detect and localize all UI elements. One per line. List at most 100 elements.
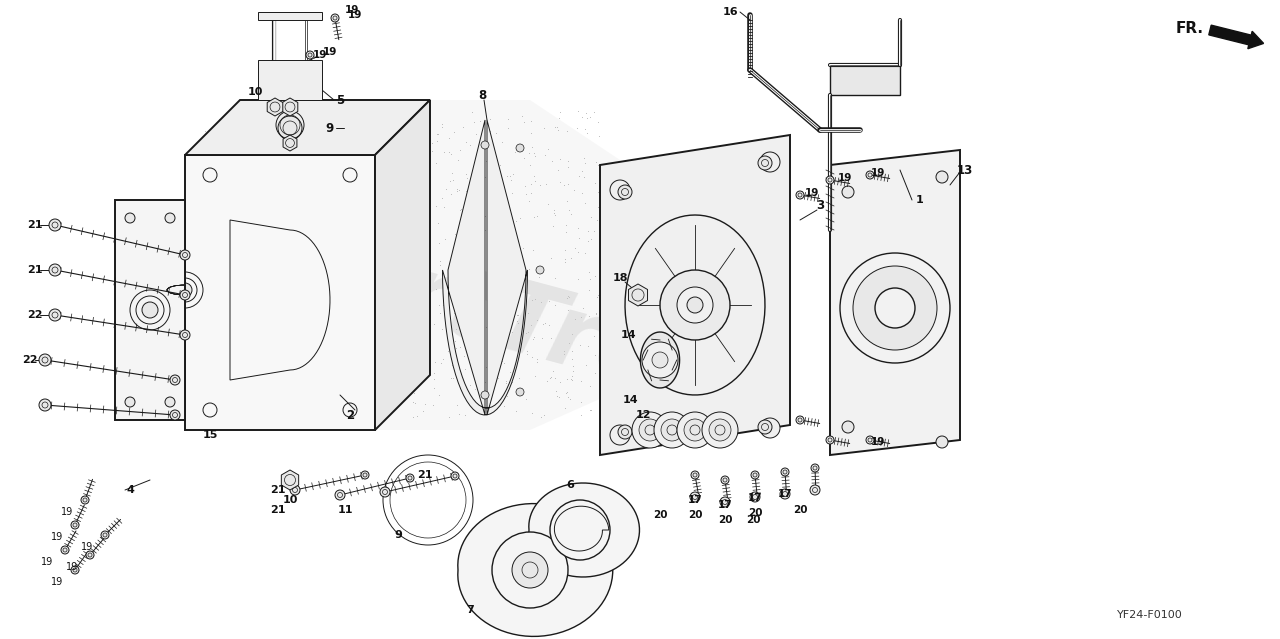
Circle shape — [867, 436, 874, 444]
Text: 19: 19 — [81, 542, 93, 552]
Circle shape — [643, 342, 678, 378]
Text: 17: 17 — [718, 500, 732, 510]
Text: 20: 20 — [687, 510, 703, 520]
Circle shape — [618, 185, 632, 199]
Text: 18: 18 — [612, 273, 627, 283]
Circle shape — [677, 412, 713, 448]
Circle shape — [632, 412, 668, 448]
Text: 19: 19 — [41, 557, 54, 567]
Text: 17: 17 — [748, 493, 763, 503]
Polygon shape — [554, 506, 609, 551]
Circle shape — [165, 213, 175, 223]
Circle shape — [481, 391, 489, 399]
Circle shape — [49, 309, 61, 321]
Text: 1: 1 — [916, 195, 924, 205]
Circle shape — [38, 354, 51, 366]
Text: 12: 12 — [635, 410, 650, 420]
Text: 20: 20 — [792, 505, 808, 515]
Circle shape — [690, 492, 700, 502]
Circle shape — [760, 418, 780, 438]
Text: 19: 19 — [65, 562, 78, 572]
Circle shape — [812, 464, 819, 472]
Text: 19: 19 — [805, 188, 819, 198]
Circle shape — [343, 168, 357, 182]
Polygon shape — [443, 120, 527, 415]
Text: 14: 14 — [621, 330, 636, 340]
Circle shape — [361, 471, 369, 479]
Text: 22: 22 — [22, 355, 37, 365]
Text: 5: 5 — [335, 93, 344, 107]
Text: 19: 19 — [870, 437, 886, 447]
Circle shape — [796, 416, 804, 424]
Polygon shape — [628, 284, 648, 306]
Circle shape — [660, 419, 684, 441]
Circle shape — [170, 410, 180, 420]
Circle shape — [721, 476, 730, 484]
Text: 7: 7 — [466, 605, 474, 615]
Polygon shape — [186, 100, 430, 155]
Circle shape — [842, 186, 854, 198]
Text: 16: 16 — [722, 7, 737, 17]
Polygon shape — [640, 332, 680, 388]
Circle shape — [936, 171, 948, 183]
Circle shape — [49, 219, 61, 231]
Circle shape — [709, 419, 731, 441]
Circle shape — [332, 14, 339, 22]
Text: 20: 20 — [718, 515, 732, 525]
Circle shape — [611, 180, 630, 200]
Circle shape — [780, 489, 790, 499]
Circle shape — [611, 425, 630, 445]
Polygon shape — [625, 215, 765, 395]
Circle shape — [165, 397, 175, 407]
Text: 14: 14 — [622, 395, 637, 405]
Polygon shape — [259, 12, 323, 20]
Circle shape — [618, 425, 632, 439]
Text: PartTree: PartTree — [259, 212, 741, 428]
Circle shape — [180, 290, 189, 300]
Polygon shape — [268, 98, 283, 116]
Circle shape — [70, 521, 79, 529]
Circle shape — [380, 487, 390, 497]
Text: YF24-F0100: YF24-F0100 — [1117, 610, 1183, 620]
Circle shape — [536, 266, 544, 274]
Circle shape — [101, 531, 109, 539]
Circle shape — [719, 497, 730, 507]
Polygon shape — [259, 60, 323, 100]
Circle shape — [481, 141, 489, 149]
Text: 10: 10 — [283, 495, 298, 505]
Circle shape — [852, 266, 937, 350]
Polygon shape — [458, 504, 613, 636]
Polygon shape — [600, 135, 790, 455]
Circle shape — [516, 144, 524, 152]
Circle shape — [684, 419, 707, 441]
Text: 19: 19 — [323, 47, 337, 57]
FancyArrow shape — [1208, 25, 1263, 49]
Polygon shape — [829, 65, 900, 95]
Circle shape — [826, 176, 835, 184]
Circle shape — [796, 191, 804, 199]
Text: 19: 19 — [51, 577, 63, 587]
Circle shape — [781, 468, 788, 476]
Text: 20: 20 — [748, 508, 763, 518]
Circle shape — [180, 250, 189, 260]
Text: 20: 20 — [746, 515, 760, 525]
Polygon shape — [375, 100, 430, 430]
Text: 19: 19 — [51, 532, 63, 542]
Circle shape — [86, 551, 93, 559]
Circle shape — [652, 352, 668, 368]
Circle shape — [451, 472, 460, 480]
Text: 2: 2 — [346, 408, 355, 422]
Text: 6: 6 — [566, 480, 573, 490]
Circle shape — [125, 213, 134, 223]
Text: 15: 15 — [202, 430, 218, 440]
Circle shape — [660, 270, 730, 340]
Circle shape — [70, 566, 79, 574]
Text: 3: 3 — [815, 199, 824, 212]
Text: 19: 19 — [61, 507, 73, 517]
Text: 9: 9 — [394, 530, 402, 540]
Circle shape — [867, 171, 874, 179]
Circle shape — [760, 152, 780, 172]
Circle shape — [204, 168, 218, 182]
Circle shape — [758, 156, 772, 170]
Circle shape — [654, 412, 690, 448]
